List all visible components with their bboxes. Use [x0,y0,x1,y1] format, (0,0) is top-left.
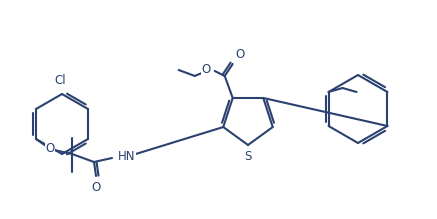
Text: O: O [91,181,101,194]
Text: HN: HN [118,150,135,164]
Text: O: O [45,143,55,155]
Text: Cl: Cl [54,74,66,87]
Text: O: O [201,64,211,76]
Text: S: S [244,150,252,163]
Text: O: O [236,48,245,61]
